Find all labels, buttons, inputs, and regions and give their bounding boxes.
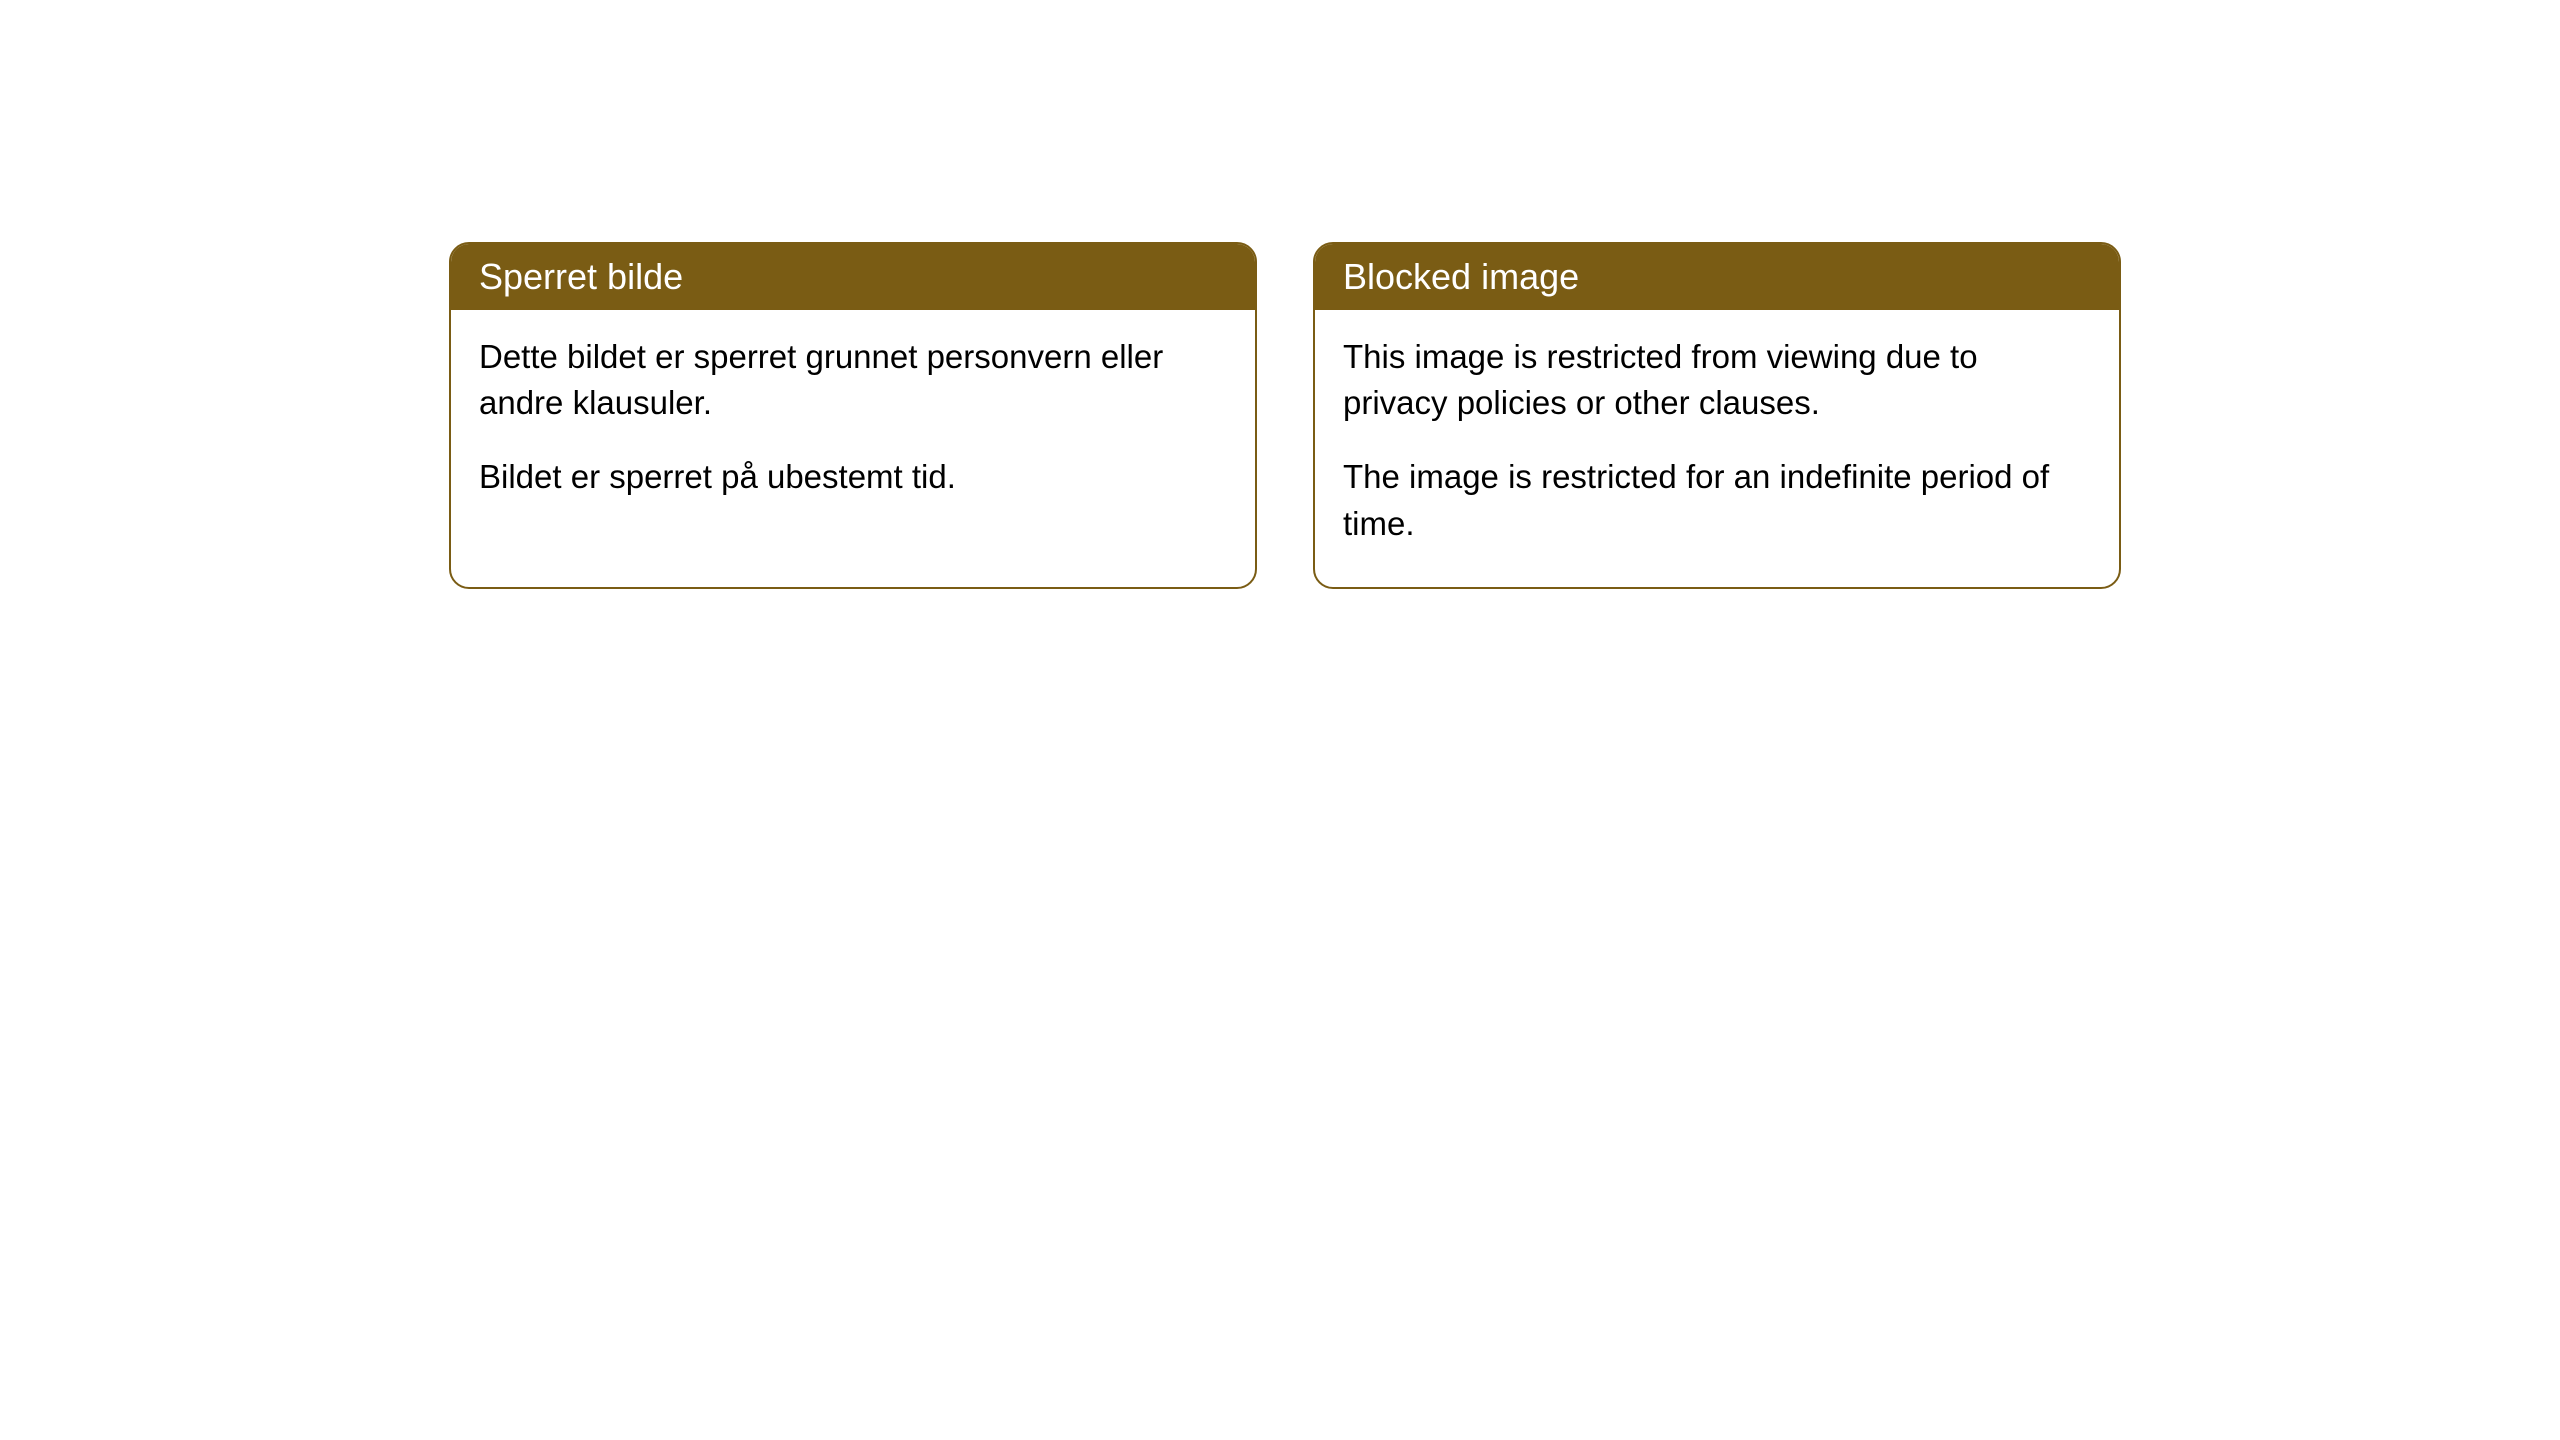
card-title-english: Blocked image: [1343, 256, 1579, 297]
card-paragraph-1-norwegian: Dette bildet er sperret grunnet personve…: [479, 334, 1227, 426]
notice-cards-container: Sperret bilde Dette bildet er sperret gr…: [449, 242, 2121, 589]
card-header-norwegian: Sperret bilde: [451, 244, 1255, 310]
notice-card-english: Blocked image This image is restricted f…: [1313, 242, 2121, 589]
card-title-norwegian: Sperret bilde: [479, 256, 683, 297]
card-paragraph-2-english: The image is restricted for an indefinit…: [1343, 454, 2091, 546]
card-body-english: This image is restricted from viewing du…: [1315, 310, 2119, 587]
card-paragraph-2-norwegian: Bildet er sperret på ubestemt tid.: [479, 454, 1227, 500]
card-paragraph-1-english: This image is restricted from viewing du…: [1343, 334, 2091, 426]
card-body-norwegian: Dette bildet er sperret grunnet personve…: [451, 310, 1255, 541]
notice-card-norwegian: Sperret bilde Dette bildet er sperret gr…: [449, 242, 1257, 589]
card-header-english: Blocked image: [1315, 244, 2119, 310]
